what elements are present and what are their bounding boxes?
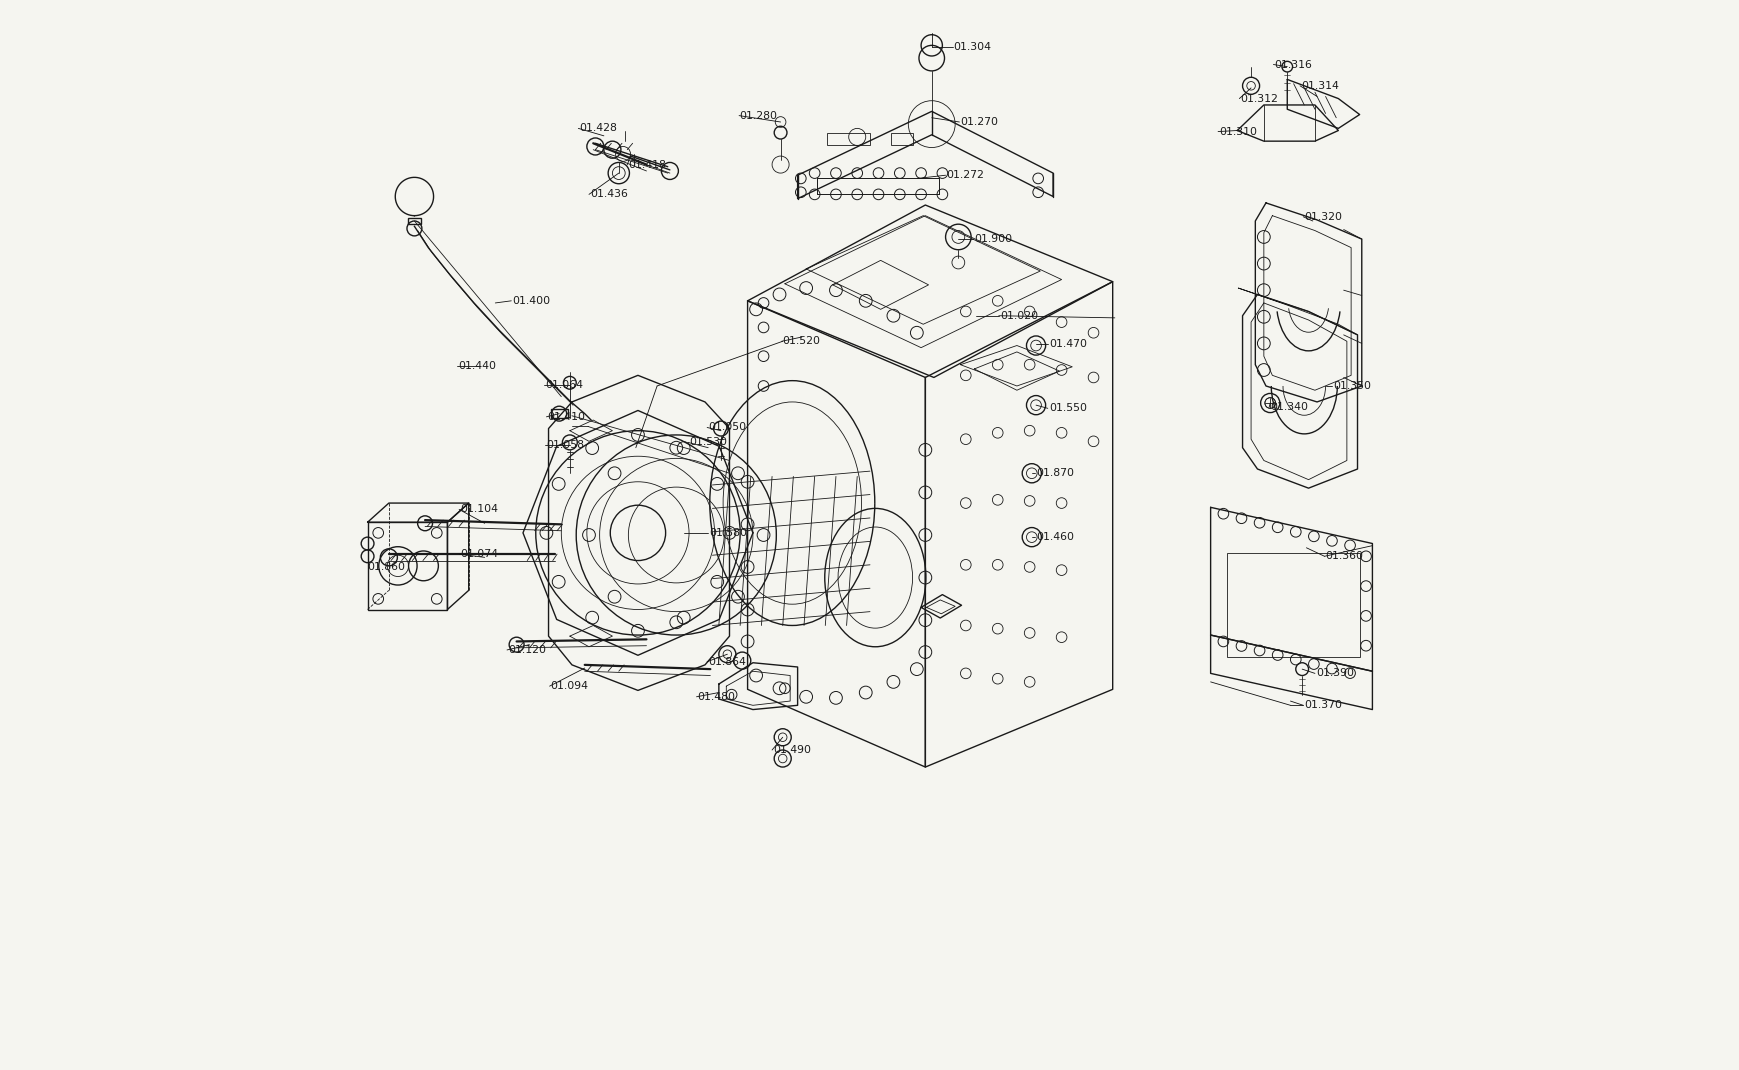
Text: 01.020: 01.020	[1000, 310, 1038, 321]
Text: 01.094: 01.094	[550, 682, 588, 691]
Text: 01.314: 01.314	[1301, 81, 1339, 91]
Text: 01.058: 01.058	[546, 440, 584, 449]
Text: 01.280: 01.280	[739, 110, 777, 121]
Text: 01.428: 01.428	[579, 123, 617, 134]
Text: 01.050: 01.050	[708, 423, 746, 432]
Text: 01.390: 01.390	[1315, 669, 1353, 678]
Text: 01.470: 01.470	[1049, 339, 1087, 350]
Text: 01.460: 01.460	[1035, 532, 1073, 542]
Text: 01.418: 01.418	[628, 159, 666, 169]
Text: 01.864: 01.864	[708, 657, 746, 667]
Text: 01.310: 01.310	[1219, 126, 1256, 137]
Text: 01.340: 01.340	[1269, 402, 1308, 412]
Text: 01.900: 01.900	[974, 234, 1012, 244]
Text: 01.370: 01.370	[1304, 700, 1341, 710]
Text: 01.550: 01.550	[1049, 403, 1087, 413]
Text: 01.530: 01.530	[689, 438, 727, 447]
Bar	[367, 522, 447, 610]
Text: 01.104: 01.104	[459, 504, 497, 515]
Text: 01.320: 01.320	[1304, 212, 1341, 221]
Bar	[816, 179, 939, 195]
Text: 01.480: 01.480	[697, 692, 736, 702]
Text: 01.316: 01.316	[1273, 60, 1311, 70]
Text: 01.270: 01.270	[960, 117, 998, 127]
Text: 01.350: 01.350	[1332, 381, 1370, 391]
Text: 01.436: 01.436	[590, 189, 628, 199]
Text: 01.860: 01.860	[367, 562, 405, 572]
Bar	[409, 218, 421, 225]
Text: 01.870: 01.870	[1035, 469, 1073, 478]
Bar	[828, 133, 870, 146]
Text: 01.064: 01.064	[544, 380, 583, 389]
Bar	[1226, 553, 1358, 657]
Text: 01.400: 01.400	[511, 295, 550, 306]
Text: 01.304: 01.304	[953, 43, 991, 52]
Text: 01.580: 01.580	[710, 528, 746, 538]
Text: 01.490: 01.490	[772, 745, 810, 755]
Text: 01.074: 01.074	[459, 549, 497, 560]
Text: 01.520: 01.520	[783, 336, 821, 347]
Bar	[550, 410, 567, 418]
Text: 01.312: 01.312	[1240, 93, 1278, 104]
Text: 01.120: 01.120	[508, 645, 546, 655]
Text: 01.440: 01.440	[457, 361, 496, 370]
Bar	[890, 133, 911, 146]
Text: 01.410: 01.410	[548, 412, 584, 422]
Text: 01.360: 01.360	[1325, 551, 1363, 562]
Text: 01.272: 01.272	[946, 170, 984, 180]
